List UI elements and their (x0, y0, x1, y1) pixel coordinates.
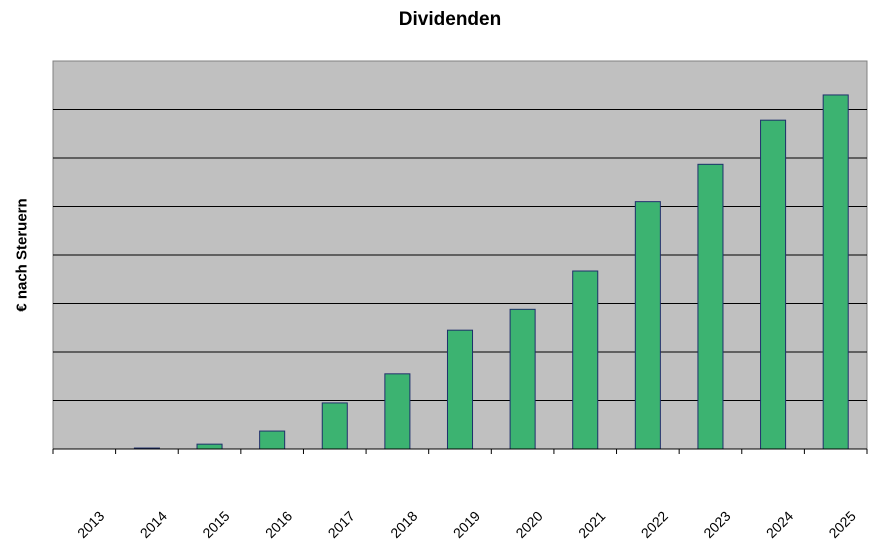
x-tick-label: 2024 (763, 508, 796, 541)
x-tick-label: 2019 (450, 508, 483, 541)
bar (384, 373, 411, 450)
bars (133, 94, 849, 450)
bar (634, 201, 661, 450)
x-tick-label: 2020 (512, 508, 545, 541)
x-tick-label: 2017 (325, 508, 358, 541)
bar (572, 270, 599, 450)
bar (196, 443, 223, 450)
bar (321, 402, 348, 450)
x-tick-label: 2022 (638, 508, 671, 541)
x-tick-label: 2014 (137, 508, 170, 541)
x-tick-labels: 2013 2014 2015 2016 2017 2018 2019 2020 2021 2022… (74, 508, 859, 541)
gridlines (53, 109, 867, 401)
bar (446, 329, 474, 450)
x-tick-label: 2013 (74, 508, 107, 541)
x-axis (52, 448, 868, 454)
bar (760, 119, 787, 450)
x-tick-label: 2016 (262, 508, 295, 541)
chart-title: Dividenden (398, 9, 502, 30)
x-tick-label: 2023 (700, 508, 733, 541)
x-tick-label: 2018 (387, 508, 420, 541)
bar (259, 430, 286, 450)
x-tick-label: 2015 (199, 508, 232, 541)
bar (822, 94, 849, 450)
x-tick-label: 2025 (825, 508, 858, 541)
bar (509, 308, 536, 450)
bar (697, 163, 724, 450)
x-tick-label: 2021 (575, 508, 608, 541)
